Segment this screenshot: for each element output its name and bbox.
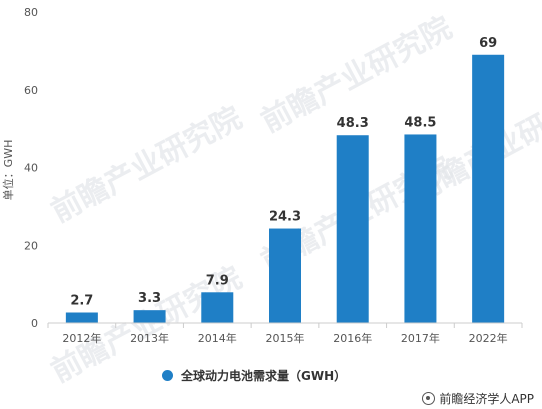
data-label: 2.7 bbox=[70, 294, 93, 309]
x-tick-label: 2017年 bbox=[401, 331, 440, 345]
x-tick-label: 2012年 bbox=[62, 331, 101, 345]
x-tick-label: 2016年 bbox=[333, 331, 372, 345]
data-label: 69 bbox=[479, 36, 497, 51]
legend-label: 全球动力电池需求量（GWH） bbox=[181, 369, 347, 383]
legend-marker bbox=[162, 370, 173, 381]
credit-text: 前瞻经济学人APP bbox=[439, 392, 534, 406]
bar bbox=[201, 292, 234, 323]
source-credit: 前瞻经济学人APP bbox=[422, 390, 534, 407]
y-axis-label: 单位：GWH bbox=[1, 140, 15, 201]
x-axis: 2012年 2013年 2014年 2015年 2016年 2017年 2022年 bbox=[47, 322, 523, 345]
x-tick-label: 2015年 bbox=[266, 331, 305, 345]
y-tick-label: 0 bbox=[31, 317, 38, 330]
y-tick-label: 60 bbox=[24, 84, 38, 97]
legend: 全球动力电池需求量（GWH） bbox=[162, 367, 346, 384]
y-tick-label: 40 bbox=[24, 162, 38, 175]
bar bbox=[472, 54, 505, 323]
data-label: 7.9 bbox=[206, 273, 229, 288]
bar bbox=[65, 312, 98, 323]
data-label: 24.3 bbox=[269, 210, 301, 225]
x-tick-label: 2014年 bbox=[198, 331, 237, 345]
bar bbox=[269, 228, 301, 323]
y-tick-label: 20 bbox=[24, 239, 38, 252]
bar bbox=[133, 310, 166, 323]
data-label: 48.3 bbox=[337, 116, 369, 131]
y-tick-label: 80 bbox=[24, 6, 38, 19]
bars-group: 2.7 3.3 7.9 24.3 48.3 48.5 69 bbox=[65, 36, 505, 323]
info-circle-icon bbox=[422, 392, 436, 405]
x-tick-label: 2013年 bbox=[130, 331, 169, 345]
data-label: 48.5 bbox=[404, 115, 436, 130]
bar bbox=[336, 135, 369, 323]
bar bbox=[404, 134, 437, 323]
y-axis: 0 20 40 60 80 bbox=[24, 6, 38, 330]
data-label: 3.3 bbox=[138, 291, 161, 306]
x-tick-label: 2022年 bbox=[469, 331, 508, 345]
